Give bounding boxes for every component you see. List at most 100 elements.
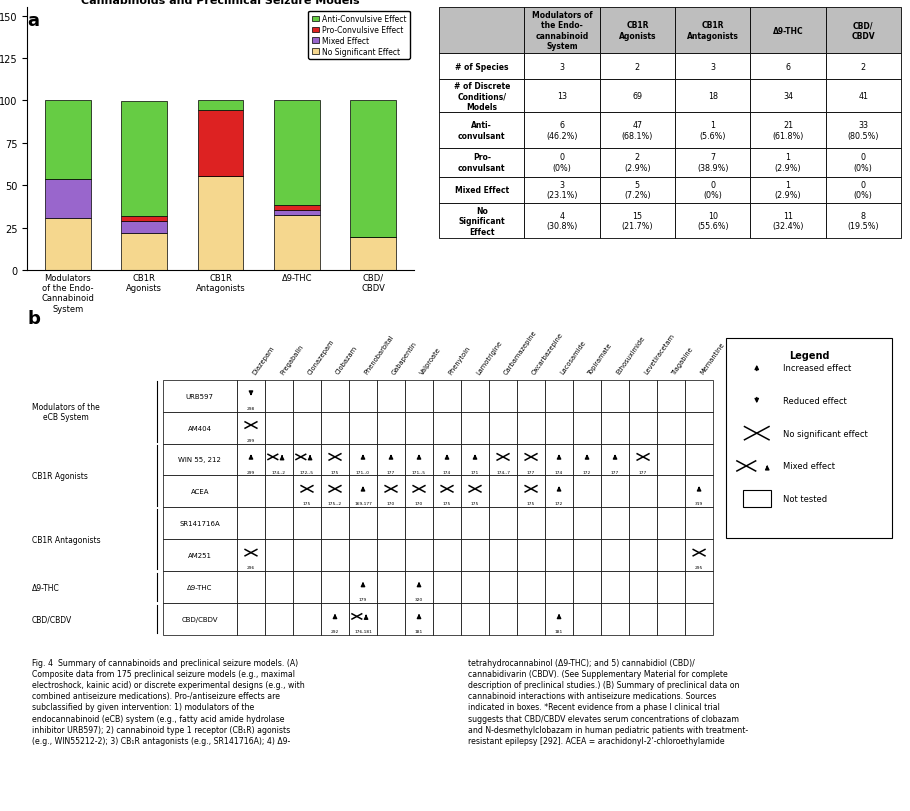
Bar xyxy=(524,80,600,113)
Bar xyxy=(600,54,675,80)
Text: 175: 175 xyxy=(527,502,535,506)
Bar xyxy=(600,178,675,204)
Bar xyxy=(600,148,675,178)
Bar xyxy=(489,603,517,635)
Text: AM404: AM404 xyxy=(187,425,212,431)
Bar xyxy=(825,113,901,148)
Text: Gabapentin: Gabapentin xyxy=(391,340,419,375)
Bar xyxy=(545,412,573,444)
Bar xyxy=(685,476,713,508)
Bar xyxy=(377,572,405,603)
Bar xyxy=(573,444,601,476)
Text: 177: 177 xyxy=(387,470,395,474)
Bar xyxy=(629,572,657,603)
Bar xyxy=(489,476,517,508)
Bar xyxy=(45,179,91,218)
Bar xyxy=(321,572,349,603)
Bar xyxy=(751,113,825,148)
Bar xyxy=(629,603,657,635)
Bar xyxy=(237,380,265,412)
Bar xyxy=(545,572,573,603)
Bar xyxy=(517,539,545,572)
Text: 177: 177 xyxy=(611,470,619,474)
Text: No significant effect: No significant effect xyxy=(783,429,868,438)
Text: ACEA: ACEA xyxy=(190,489,209,495)
Bar xyxy=(349,380,377,412)
Bar xyxy=(405,572,433,603)
Text: 47
(68.1%): 47 (68.1%) xyxy=(622,121,653,140)
Bar xyxy=(265,539,293,572)
Bar xyxy=(517,476,545,508)
Bar xyxy=(237,444,265,476)
Text: 2
(2.9%): 2 (2.9%) xyxy=(624,153,651,173)
Bar xyxy=(349,476,377,508)
Bar xyxy=(349,539,377,572)
Bar xyxy=(405,539,433,572)
Bar xyxy=(439,113,524,148)
Text: 319: 319 xyxy=(695,502,703,506)
Bar xyxy=(163,572,237,603)
Bar xyxy=(349,412,377,444)
Bar xyxy=(377,380,405,412)
Bar xyxy=(545,508,573,539)
Bar xyxy=(265,476,293,508)
Bar xyxy=(825,204,901,239)
Text: 174,-7: 174,-7 xyxy=(496,470,510,474)
Text: 4
(30.8%): 4 (30.8%) xyxy=(546,212,578,231)
Bar xyxy=(751,148,825,178)
Text: # of Discrete
Conditions/
Models: # of Discrete Conditions/ Models xyxy=(453,82,510,112)
Bar xyxy=(600,8,675,54)
Text: 175: 175 xyxy=(303,502,311,506)
Bar xyxy=(825,54,901,80)
Bar xyxy=(461,539,489,572)
Bar xyxy=(573,539,601,572)
Text: CB1R Agonists: CB1R Agonists xyxy=(32,471,87,480)
Bar xyxy=(545,603,573,635)
Bar xyxy=(751,80,825,113)
Bar xyxy=(237,572,265,603)
Bar xyxy=(163,412,237,444)
Bar xyxy=(573,476,601,508)
Text: 296: 296 xyxy=(247,565,255,569)
Bar xyxy=(685,380,713,412)
Bar xyxy=(601,476,629,508)
Bar xyxy=(600,204,675,239)
Bar xyxy=(675,178,751,204)
Text: 3: 3 xyxy=(710,62,715,71)
Bar xyxy=(657,380,685,412)
Text: WIN 55, 212: WIN 55, 212 xyxy=(178,457,221,463)
Text: 175: 175 xyxy=(331,470,339,474)
Bar xyxy=(274,101,319,206)
Text: Clonazepam: Clonazepam xyxy=(307,337,336,375)
Bar xyxy=(573,508,601,539)
Text: Clobazam: Clobazam xyxy=(335,345,359,375)
Text: 174: 174 xyxy=(443,470,451,474)
Bar xyxy=(600,80,675,113)
Bar xyxy=(237,412,265,444)
Bar xyxy=(461,603,489,635)
Bar xyxy=(524,113,600,148)
Bar xyxy=(751,178,825,204)
Text: 175: 175 xyxy=(470,502,480,506)
Text: Fig. 4  Summary of cannabinoids and preclinical seizure models. (A)
Composite da: Fig. 4 Summary of cannabinoids and precl… xyxy=(32,659,305,744)
Text: No
Significant
Effect: No Significant Effect xyxy=(459,207,505,236)
Bar xyxy=(45,101,91,179)
Bar xyxy=(524,148,600,178)
Bar xyxy=(405,412,433,444)
Bar xyxy=(197,110,243,177)
Text: Reduced effect: Reduced effect xyxy=(783,397,846,406)
Bar xyxy=(237,476,265,508)
Bar xyxy=(601,380,629,412)
Bar xyxy=(600,113,675,148)
Bar xyxy=(121,217,167,221)
Bar xyxy=(265,603,293,635)
Text: Δ9-THC: Δ9-THC xyxy=(773,27,804,36)
Bar xyxy=(489,412,517,444)
Bar xyxy=(274,216,319,271)
Bar xyxy=(517,380,545,412)
Text: CBD/CBDV: CBD/CBDV xyxy=(182,616,218,622)
Bar xyxy=(517,603,545,635)
Text: CB1R Antagonists: CB1R Antagonists xyxy=(32,535,100,544)
Bar xyxy=(274,211,319,216)
Bar xyxy=(573,603,601,635)
